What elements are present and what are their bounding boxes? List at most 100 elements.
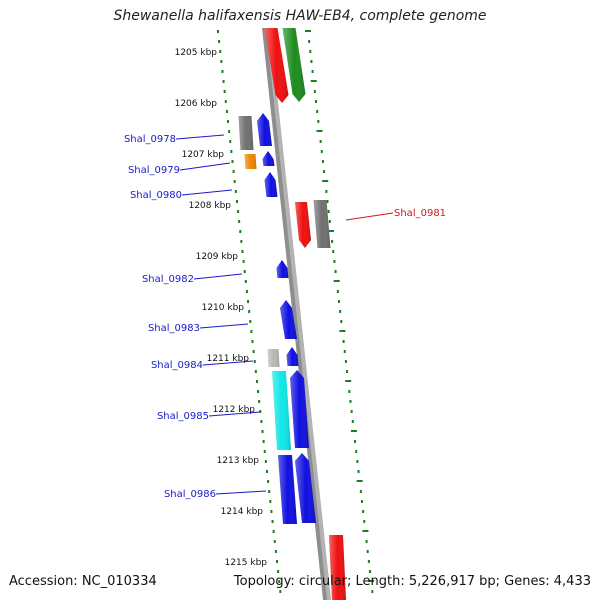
tick-mark xyxy=(235,200,238,203)
tick-mark xyxy=(360,500,363,503)
leader-line xyxy=(199,323,249,329)
leader-line xyxy=(208,411,261,417)
tick-mark xyxy=(316,110,319,113)
tick-mark xyxy=(224,100,227,103)
tick-mark xyxy=(339,310,342,313)
tick-mark xyxy=(311,70,314,73)
leader-line xyxy=(181,189,233,196)
tick-mark xyxy=(262,440,265,443)
gene-label[interactable]: Shal_0984 xyxy=(151,360,203,371)
tick-mark xyxy=(263,450,266,453)
tick-mark xyxy=(323,170,326,173)
gene-label[interactable]: Shal_0982 xyxy=(142,274,194,285)
tick-mark xyxy=(273,540,276,543)
tick-mark xyxy=(349,400,352,403)
gene-label[interactable]: Shal_0979 xyxy=(128,165,180,176)
gene-label[interactable]: Shal_0983 xyxy=(148,323,200,334)
map-title: Shewanella halifaxensis HAW-EB4, complet… xyxy=(113,8,487,24)
tick-mark xyxy=(327,230,334,232)
tick-mark xyxy=(350,430,357,432)
leader-line xyxy=(179,162,231,171)
tick-mark xyxy=(265,470,268,473)
scale-label: 1211 kbp xyxy=(207,354,250,364)
scale-label: 1209 kbp xyxy=(196,252,239,262)
backbone xyxy=(262,28,331,600)
tick-mark xyxy=(333,260,336,263)
tick-ring-right xyxy=(305,30,375,593)
tick-mark xyxy=(225,110,228,113)
tick-mark xyxy=(313,90,316,93)
tick-mark xyxy=(356,460,359,463)
tick-mark xyxy=(322,180,329,182)
tick-mark xyxy=(247,300,250,303)
tick-mark xyxy=(365,540,368,543)
tick-mark xyxy=(252,350,255,353)
tick-mark xyxy=(315,100,318,103)
tick-mark xyxy=(367,560,370,563)
tick-mark xyxy=(343,350,346,353)
tick-mark xyxy=(274,550,277,553)
tick-mark xyxy=(354,440,357,443)
tick-mark xyxy=(333,280,340,282)
tick-mark xyxy=(348,390,351,393)
tick-mark xyxy=(272,530,275,533)
tick-mark xyxy=(340,320,343,323)
tick-mark xyxy=(310,60,313,63)
tick-mark xyxy=(371,590,374,593)
tick-mark xyxy=(342,340,345,343)
gene-labels: Shal_0978 Shal_0979 Shal_0980 Shal_0981 Shal… xyxy=(124,134,446,500)
scale-label: 1210 kbp xyxy=(202,303,245,313)
tick-mark xyxy=(309,50,312,53)
tick-mark xyxy=(244,280,247,283)
tick-mark xyxy=(253,360,256,363)
tick-mark xyxy=(339,330,346,332)
tick-mark xyxy=(260,420,263,423)
tick-mark xyxy=(237,210,240,213)
gene-label[interactable]: Shal_0980 xyxy=(130,190,182,201)
gene-label[interactable]: Shal_0985 xyxy=(157,411,209,422)
tick-mark xyxy=(369,570,372,573)
tick-mark xyxy=(267,480,270,483)
tick-mark xyxy=(321,160,324,163)
tick-mark xyxy=(310,80,317,82)
tick-mark xyxy=(368,580,375,582)
scale-label: 1213 kbp xyxy=(217,456,260,466)
tick-mark xyxy=(270,510,273,513)
tick-mark xyxy=(251,340,254,343)
gene-label[interactable]: Shal_0978 xyxy=(124,134,176,145)
tick-mark xyxy=(240,240,243,243)
scale-label: 1208 kbp xyxy=(189,201,232,211)
tick-mark xyxy=(233,180,236,183)
tick-mark xyxy=(319,140,322,143)
tick-mark xyxy=(331,240,334,243)
gene-label[interactable]: Shal_0981 xyxy=(394,208,446,219)
scale-label: 1206 kbp xyxy=(175,99,218,109)
genome-summary-text: Topology: circular; Length: 5,226,917 bp… xyxy=(233,574,591,589)
tick-mark xyxy=(222,80,225,83)
tick-mark xyxy=(328,220,331,223)
tick-mark xyxy=(278,580,281,583)
gene-shal-0986-shade xyxy=(278,455,297,524)
gene-shal-0984-shade xyxy=(286,347,299,366)
gene-shal-0980-shade xyxy=(264,172,278,197)
genes-layer xyxy=(238,28,346,600)
scale-label: 1205 kbp xyxy=(175,48,218,58)
tick-mark xyxy=(366,550,369,553)
tick-mark xyxy=(359,490,362,493)
tick-mark xyxy=(221,70,224,73)
tick-mark xyxy=(326,200,329,203)
tick-mark xyxy=(219,50,222,53)
gene-label[interactable]: Shal_0986 xyxy=(164,489,216,500)
tick-mark xyxy=(229,140,232,143)
tick-mark xyxy=(271,520,274,523)
scale-label: 1212 kbp xyxy=(213,405,256,415)
tick-mark xyxy=(255,380,258,383)
tick-mark xyxy=(223,90,226,93)
tick-mark xyxy=(355,450,358,453)
tick-mark xyxy=(332,250,335,253)
leader-line xyxy=(202,360,254,366)
tick-mark xyxy=(248,310,251,313)
gene-shal-0982-shade xyxy=(276,260,289,278)
leader-line xyxy=(193,273,243,280)
